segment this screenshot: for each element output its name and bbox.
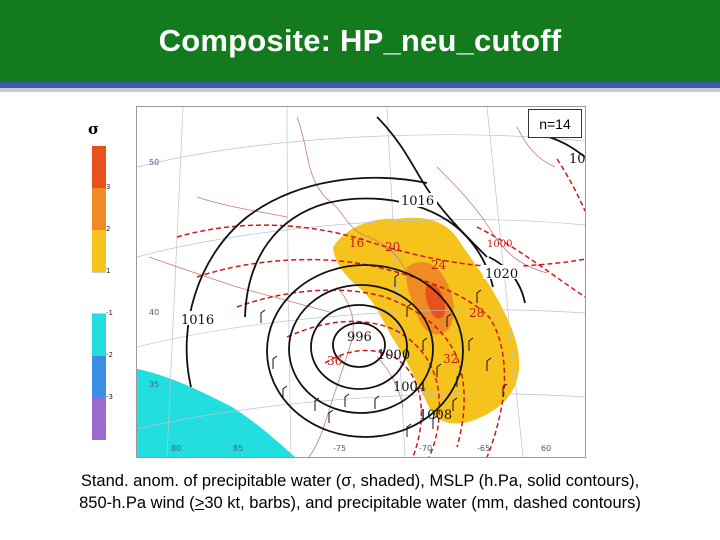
mslp-contours: [185, 116, 585, 438]
scale-tick-neg2: -2: [106, 351, 113, 359]
caption-line-2-post: 30 kt, barbs), and precipitable water (m…: [204, 494, 641, 512]
slide-title: Composite: HP_neu_cutoff: [158, 23, 562, 58]
scale-symbol: σ: [88, 120, 100, 138]
wind-barbs: [260, 273, 508, 437]
mslp-label-1016-top: 1016: [401, 194, 434, 209]
lon-label-70: -70: [419, 444, 432, 453]
scale-tick-2: 2: [106, 225, 111, 233]
caption-line-2-gte: >: [194, 494, 205, 512]
graticule-labels: 50 40 35 80 85 -75 -70 -65 60: [149, 158, 551, 453]
sample-count-badge: n=14: [528, 109, 582, 138]
scale-segment-1-2: [92, 230, 106, 272]
mslp-label-1016-left: 1016: [181, 313, 214, 328]
mslp-label-1000b: 1000: [487, 239, 512, 250]
mslp-labels: 1016 1020 1016 1000 996 1008 1004 1000 1…: [179, 152, 586, 423]
scale-segment-2-3: [92, 188, 106, 230]
scale-tick-neg1: -1: [106, 309, 113, 317]
mslp-label-1004: 1004: [393, 380, 426, 395]
scale-segment-gt3: [92, 146, 106, 188]
pw-label-32: 32: [443, 352, 458, 366]
scale-segment-neutral: [92, 272, 106, 314]
scale-segment-lt-3: [92, 398, 106, 440]
scale-segment-neg1-2: [92, 314, 106, 356]
pw-label-36: 36: [327, 354, 342, 368]
pw-label-20: 20: [385, 240, 400, 254]
mslp-label-1008: 1008: [419, 408, 452, 423]
lat-label-35: 35: [149, 380, 159, 389]
pw-label-24: 24: [431, 258, 447, 272]
pw-label-16: 16: [349, 236, 364, 250]
lon-label-65: -65: [477, 444, 490, 453]
mslp-label-10: 10: [569, 152, 586, 167]
caption-line-1: Stand. anom. of precipitable water (σ, s…: [80, 472, 640, 490]
mslp-label-996: 996: [347, 330, 372, 345]
pw-label-28: 28: [469, 306, 484, 320]
title-rule: [0, 82, 720, 92]
pw-labels: 16 20 24 28 32 36: [327, 236, 484, 368]
caption-line-2-pre: 850-h.Pa wind (: [79, 494, 195, 512]
caption-line-2: 850-h.Pa wind (>30 kt, barbs), and preci…: [10, 492, 710, 514]
scale-segment-neg2-3: [92, 356, 106, 398]
lon-label-85: 85: [233, 444, 243, 453]
lat-label-40: 40: [149, 308, 159, 317]
pw-contours: [176, 158, 585, 457]
mslp-label-1000: 1000: [377, 348, 410, 363]
lon-label-75: -75: [333, 444, 346, 453]
lon-label-80: 80: [171, 444, 181, 453]
lon-label-60: 60: [541, 444, 551, 453]
scale-tick-3: 3: [106, 183, 111, 191]
title-rule-blue: [0, 82, 720, 88]
title-bar: Composite: HP_neu_cutoff: [0, 0, 720, 82]
negative-anomaly-region: [137, 369, 295, 457]
scale-tick-neg3: -3: [106, 393, 113, 401]
mslp-label-1020: 1020: [485, 267, 518, 282]
scale-tick-1: 1: [106, 267, 111, 275]
composite-map: 1016 1020 1016 1000 996 1008 1004 1000 1…: [136, 106, 586, 458]
color-scale-bar: [92, 146, 106, 440]
figure-caption: Stand. anom. of precipitable water (σ, s…: [10, 470, 710, 514]
lat-label-50: 50: [149, 158, 159, 167]
title-rule-gray: [0, 88, 720, 92]
